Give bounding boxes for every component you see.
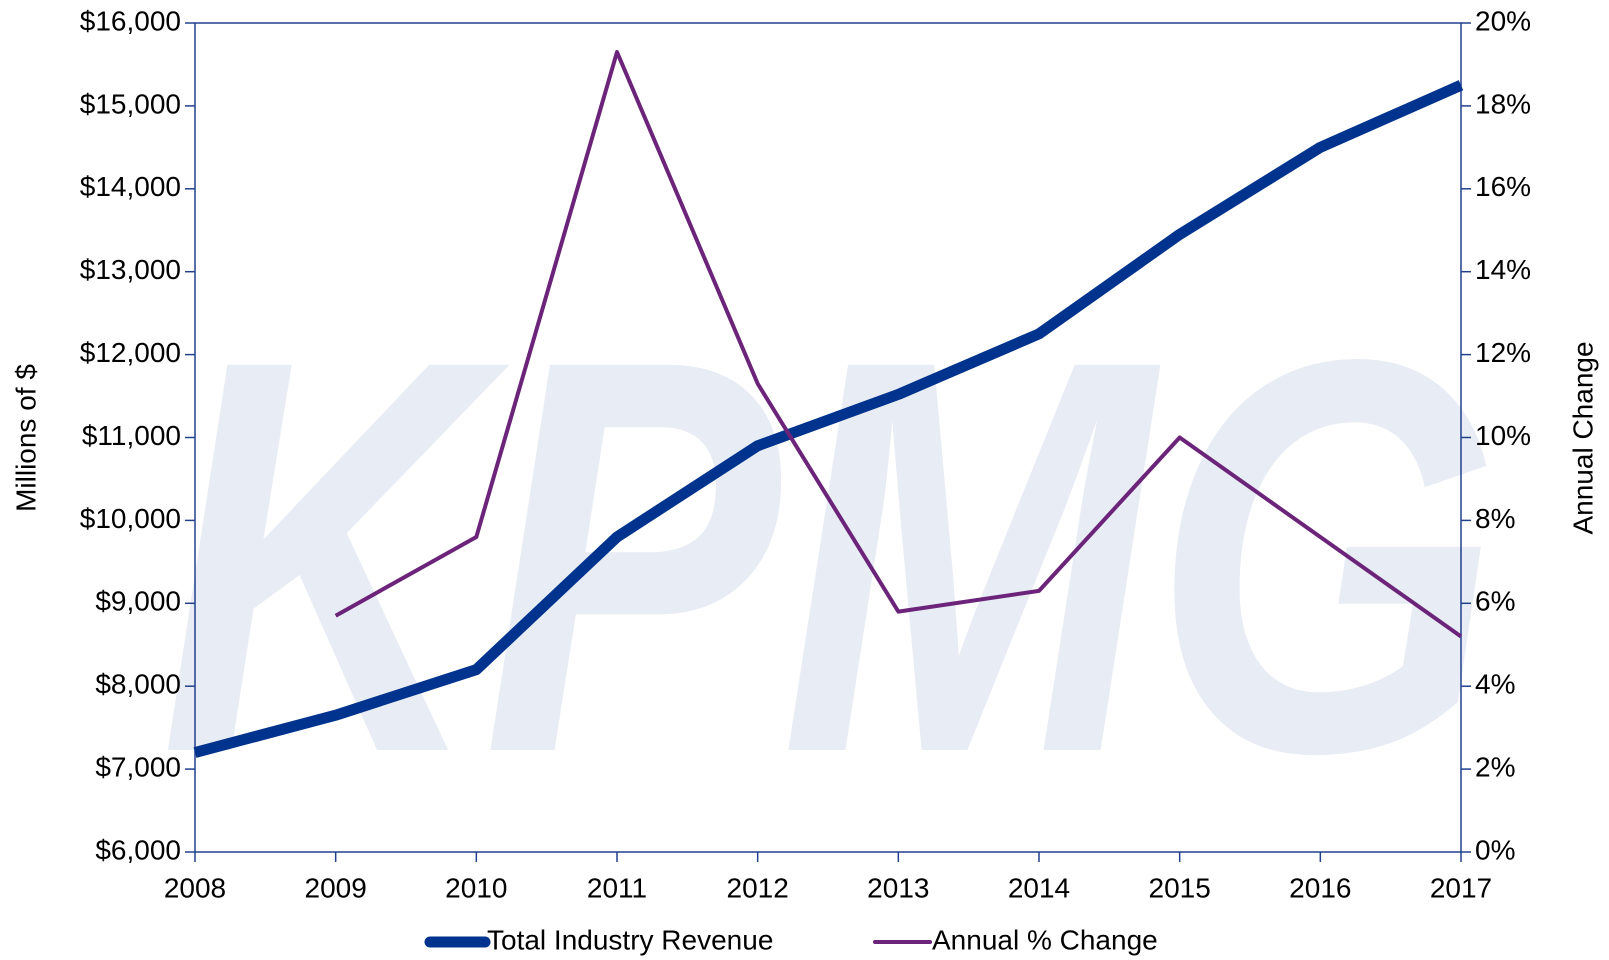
x-tick-label: 2014	[1008, 872, 1070, 903]
y2-tick-label: 0%	[1475, 834, 1515, 865]
y-tick-label: $10,000	[80, 503, 181, 534]
x-tick-label: 2017	[1430, 872, 1492, 903]
series-line	[193, 80, 1464, 758]
watermark: KPMG	[160, 243, 1500, 869]
y2-tick-label: 16%	[1475, 171, 1531, 202]
legend-label: Total Industry Revenue	[487, 924, 773, 955]
x-tick-label: 2015	[1149, 872, 1211, 903]
y2-tick-label: 18%	[1475, 88, 1531, 119]
y2-tick-label: 2%	[1475, 751, 1515, 782]
y-tick-label: $6,000	[95, 834, 181, 865]
y2-tick-label: 14%	[1475, 254, 1531, 285]
x-tick-label: 2011	[587, 872, 647, 903]
x-tick-label: 2009	[305, 872, 367, 903]
series-line	[334, 50, 1463, 639]
y-tick-label: $13,000	[80, 254, 181, 285]
y2-tick-label: 8%	[1475, 503, 1515, 534]
y2-axis-label: Annual Change	[1567, 341, 1598, 534]
y2-tick-label: 6%	[1475, 586, 1515, 617]
y2-tick-label: 12%	[1475, 337, 1531, 368]
x-tick-label: 2010	[445, 872, 507, 903]
y-tick-label: $14,000	[80, 171, 181, 202]
y-axis-label: Millions of $	[10, 364, 41, 512]
y-tick-label: $15,000	[80, 88, 181, 119]
y2-tick-label: 10%	[1475, 420, 1531, 451]
y-tick-label: $12,000	[80, 337, 181, 368]
y2-tick-label: 4%	[1475, 669, 1515, 700]
y-tick-label: $11,000	[82, 420, 181, 451]
y-tick-label: $7,000	[95, 751, 181, 782]
y2-tick-label: 20%	[1475, 5, 1531, 36]
x-tick-label: 2013	[867, 872, 929, 903]
y-tick-label: $9,000	[95, 586, 181, 617]
legend-label: Annual % Change	[932, 924, 1158, 955]
y-tick-label: $8,000	[95, 669, 181, 700]
y-tick-label: $16,000	[80, 5, 181, 36]
x-tick-label: 2016	[1289, 872, 1351, 903]
x-tick-label: 2008	[164, 872, 226, 903]
x-tick-label: 2012	[727, 872, 789, 903]
